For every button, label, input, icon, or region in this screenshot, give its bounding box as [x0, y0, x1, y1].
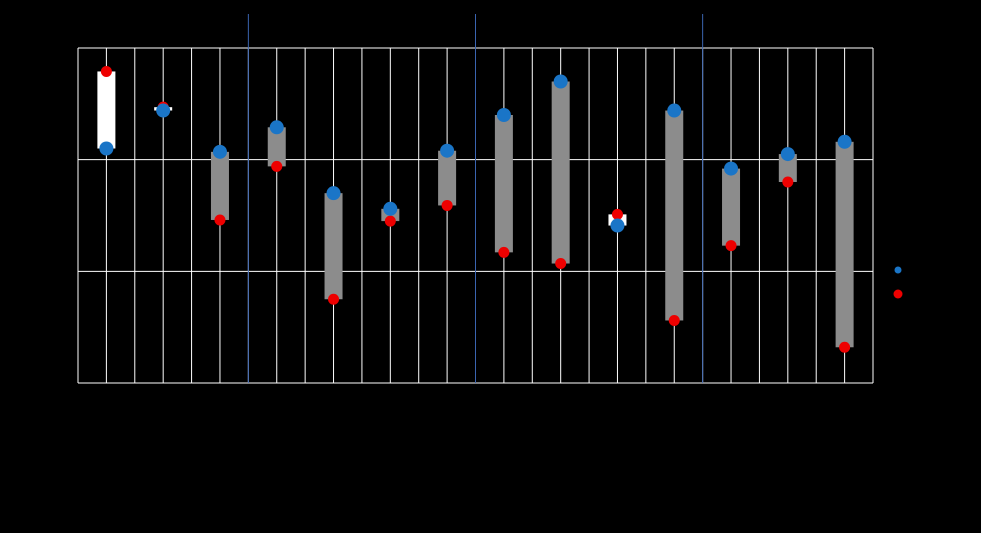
red-dot	[328, 293, 340, 305]
red-dot	[611, 208, 623, 220]
red-dot	[725, 240, 737, 252]
range-bar	[835, 141, 854, 348]
blue-dot	[837, 134, 852, 149]
y-tick-label: 1	[63, 264, 70, 278]
blue-dot	[156, 103, 171, 118]
range-bar	[722, 168, 741, 246]
range-bar	[267, 127, 286, 167]
blue-dot	[724, 161, 739, 176]
red-dot	[782, 176, 794, 188]
blue-dot	[780, 147, 795, 162]
y-tick-label: 2	[63, 152, 70, 166]
red-dot	[555, 258, 567, 270]
blue-dot	[667, 103, 682, 118]
y-tick-label: 0	[63, 375, 70, 389]
range-bar	[551, 81, 570, 264]
blue-dot	[326, 186, 341, 201]
y-tick-label: 3	[63, 40, 70, 54]
red-dot	[668, 314, 680, 326]
range-bar	[438, 150, 457, 206]
blue-dot	[440, 143, 455, 158]
blue-dot	[99, 141, 114, 156]
red-dot	[384, 215, 396, 227]
blue-dot	[610, 218, 625, 233]
red-dot	[441, 199, 453, 211]
blue-dot	[212, 144, 227, 159]
blue-dot	[496, 108, 511, 122]
blue-dot	[269, 120, 284, 135]
red-dot	[498, 246, 510, 258]
legend-marker	[894, 266, 902, 274]
red-dot	[214, 214, 226, 226]
blue-dot	[383, 201, 398, 216]
legend-marker	[893, 289, 903, 299]
range-bar	[324, 193, 343, 300]
range-bar	[494, 115, 513, 253]
red-dot	[271, 160, 283, 172]
red-dot	[100, 65, 112, 77]
range-bar	[97, 71, 116, 149]
red-dot	[839, 341, 851, 353]
range-bar	[778, 154, 797, 182]
blue-dot	[553, 74, 568, 89]
range-bar	[665, 110, 684, 321]
range-bar	[210, 151, 229, 220]
